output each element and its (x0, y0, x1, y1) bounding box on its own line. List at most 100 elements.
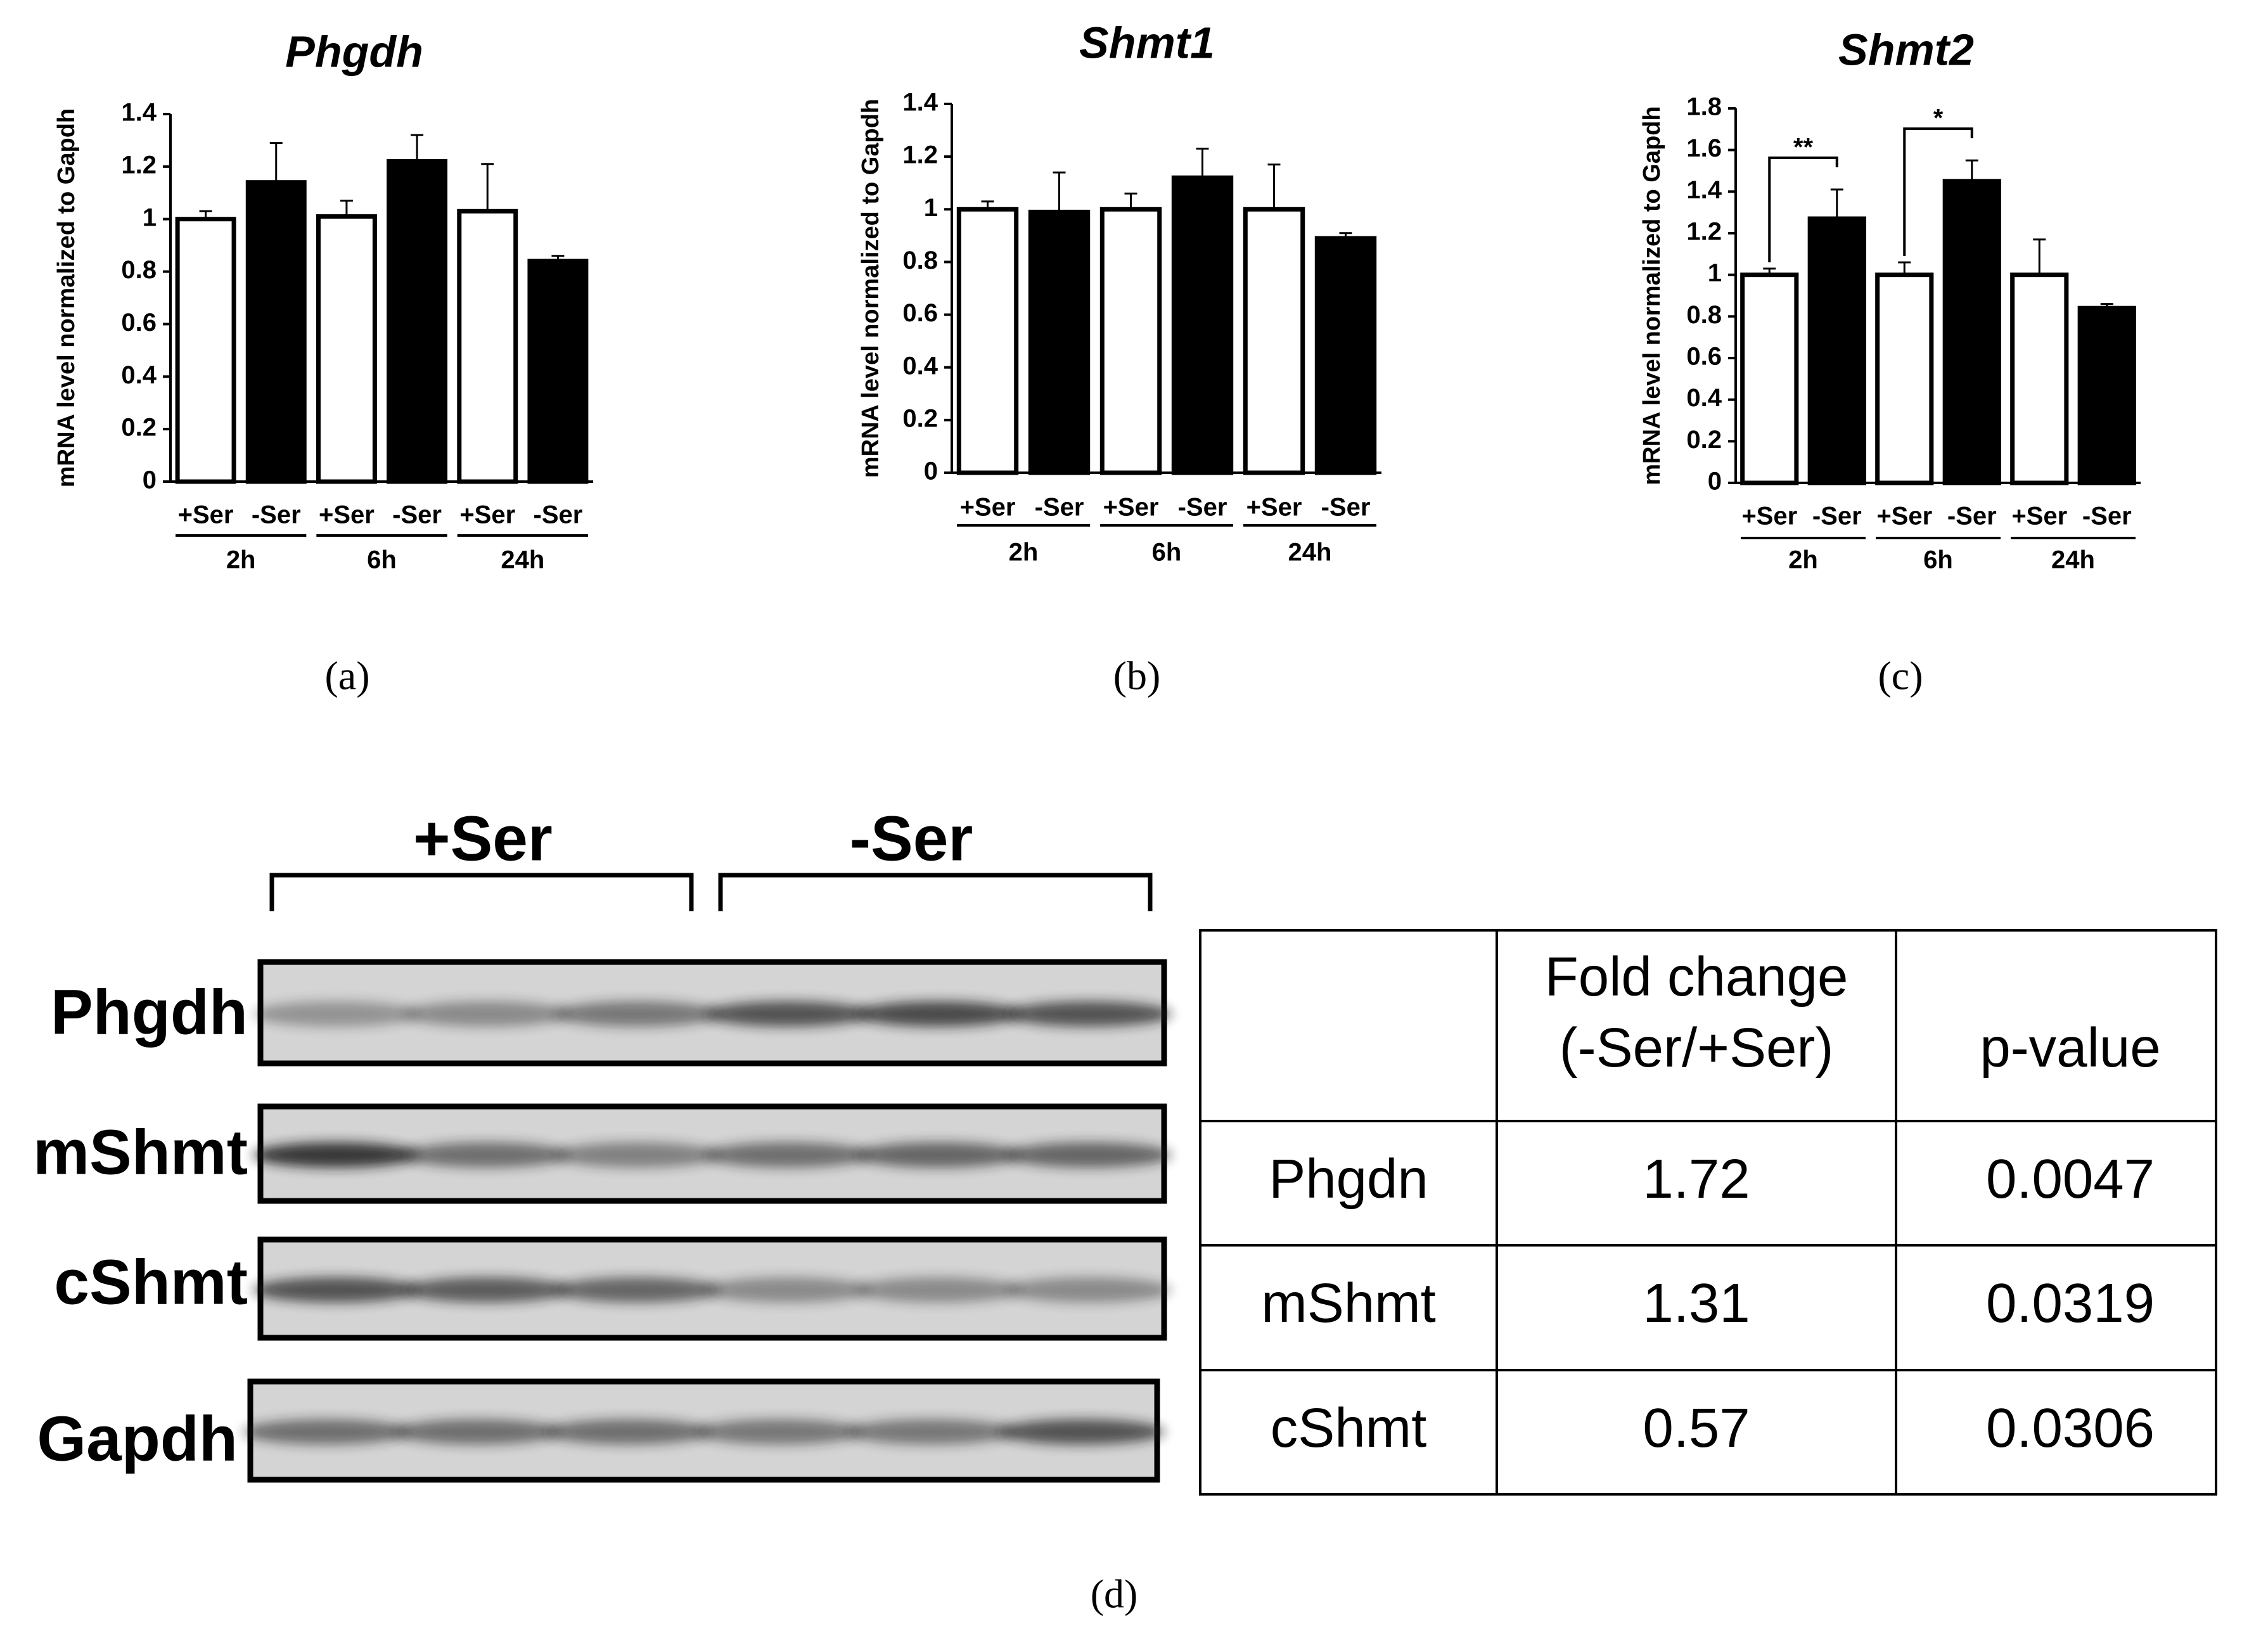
y-tick-label: 1.4 (1686, 176, 1722, 204)
x-tick-label: +Ser (319, 501, 375, 529)
x-tick-label: -Ser (1947, 503, 1997, 530)
blot-band (855, 1142, 1022, 1168)
y-tick-label: 0.4 (902, 352, 938, 380)
table-cell: 0.0319 (1986, 1273, 2155, 1334)
blot-band (855, 1001, 1022, 1027)
blot-band (998, 1419, 1165, 1445)
bracket (269, 873, 1153, 911)
blot-row-label: mShmt (33, 1117, 248, 1188)
bar (1099, 207, 1162, 475)
bar (175, 217, 236, 484)
bar (387, 159, 448, 484)
blot-band (253, 1001, 419, 1027)
y-tick-label: 0.4 (121, 361, 157, 389)
group-label: 6h (1152, 539, 1182, 567)
group-label: 24h (501, 546, 544, 574)
y-tick-label: 0 (924, 458, 938, 485)
table-cell: 0.0047 (1986, 1148, 2155, 1210)
table-cell: cShmt (1271, 1397, 1427, 1459)
y-tick-label: 0.6 (1686, 343, 1722, 371)
x-tick-label: +Ser (459, 501, 515, 529)
table-cell: 0.0306 (1986, 1397, 2155, 1459)
bar (2077, 305, 2136, 485)
group-label: +Ser (413, 803, 553, 874)
blot-row-label: cShmt (54, 1247, 248, 1318)
panel-label: (b) (1113, 653, 1161, 698)
blot-band (705, 1001, 871, 1027)
x-tick-label: +Ser (960, 494, 1016, 522)
panel-label: (a) (324, 653, 369, 698)
blot-band (554, 1277, 720, 1303)
group-label: 6h (367, 546, 397, 574)
y-tick-label: 1 (924, 194, 938, 222)
table-cell: Phgdn (1269, 1148, 1428, 1210)
blot-row-label: Phgdh (51, 977, 248, 1048)
bar (1243, 207, 1305, 475)
blot-panel: Phgdh mShmt cShmt Gapdh (33, 959, 1172, 1483)
blot-band (253, 1277, 419, 1303)
y-tick-label: 1.2 (902, 141, 938, 169)
y-tick-label: 0 (143, 466, 157, 494)
blot-band (394, 1419, 560, 1445)
y-tick-label: 0.2 (902, 404, 938, 432)
blot-band (705, 1277, 871, 1303)
group-label: 2h (1788, 546, 1818, 574)
y-tick-label: 0.2 (1686, 426, 1722, 454)
blot-band (705, 1142, 871, 1168)
x-tick-label: -Ser (2082, 503, 2132, 530)
significance-bracket (1903, 127, 1973, 256)
group-label: 2h (226, 546, 256, 574)
table-cell: 1.72 (1643, 1148, 1750, 1210)
x-tick-label: +Ser (1741, 503, 1797, 530)
y-tick-label: 0.8 (902, 247, 938, 274)
table-header: p-value (1980, 1017, 2160, 1079)
y-tick-label: 0.8 (1686, 301, 1722, 329)
chart-title: Phgdh (285, 27, 423, 76)
table-header: Fold change (1545, 946, 1848, 1008)
x-tick-label: +Ser (2011, 503, 2067, 530)
table: Fold change (-Ser/+Ser) p-value Phgdn 1.7… (1199, 929, 2217, 1496)
blot-band (403, 1142, 570, 1168)
table-cell: mShmt (1261, 1273, 1436, 1334)
y-tick-label: 0.2 (121, 414, 157, 442)
table-cell: 0.57 (1643, 1397, 1750, 1459)
table-lines (1200, 930, 2216, 1494)
blot-band (855, 1277, 1022, 1303)
x-tick-label: -Ser (1178, 494, 1227, 522)
blot-band (1006, 1277, 1172, 1303)
chart-title: Shmt1 (1079, 18, 1215, 67)
group-label: 24h (1288, 539, 1332, 567)
y-tick-label: 1 (1708, 259, 1722, 287)
group-label: 2h (1009, 539, 1039, 567)
bar (1875, 272, 1934, 485)
bar (1740, 272, 1799, 485)
chart-title: Shmt2 (1838, 25, 1974, 74)
y-axis-label: mRNA level normalized to Gapdh (53, 108, 80, 487)
panel-label: (d) (1091, 1572, 1138, 1617)
bar (1314, 236, 1377, 475)
y-axis-label: mRNA level normalized to Gapdh (857, 99, 884, 478)
x-tick-label: -Ser (1812, 503, 1862, 530)
blot-band (403, 1001, 570, 1027)
group-label: 24h (2051, 546, 2095, 574)
blot-band (545, 1419, 712, 1445)
bar (245, 180, 307, 484)
bar (1942, 179, 2001, 485)
blot-band (847, 1419, 1014, 1445)
y-tick-label: 0 (1708, 468, 1722, 496)
significance-bracket (1768, 157, 1838, 262)
y-tick-label: 0.6 (902, 299, 938, 327)
group-label: 6h (1923, 546, 1953, 574)
bar (2010, 272, 2069, 485)
bar (457, 208, 518, 484)
x-tick-label: -Ser (392, 501, 442, 529)
table-cell: 1.31 (1643, 1273, 1750, 1334)
bar (527, 259, 589, 484)
y-tick-label: 1 (143, 203, 157, 231)
x-tick-label: +Ser (178, 501, 234, 529)
y-tick-label: 0.8 (121, 256, 157, 284)
x-tick-label: +Ser (1246, 494, 1302, 522)
panel-label: (c) (1878, 653, 1923, 698)
blot-band (253, 1142, 419, 1168)
y-tick-label: 1.4 (121, 99, 157, 127)
